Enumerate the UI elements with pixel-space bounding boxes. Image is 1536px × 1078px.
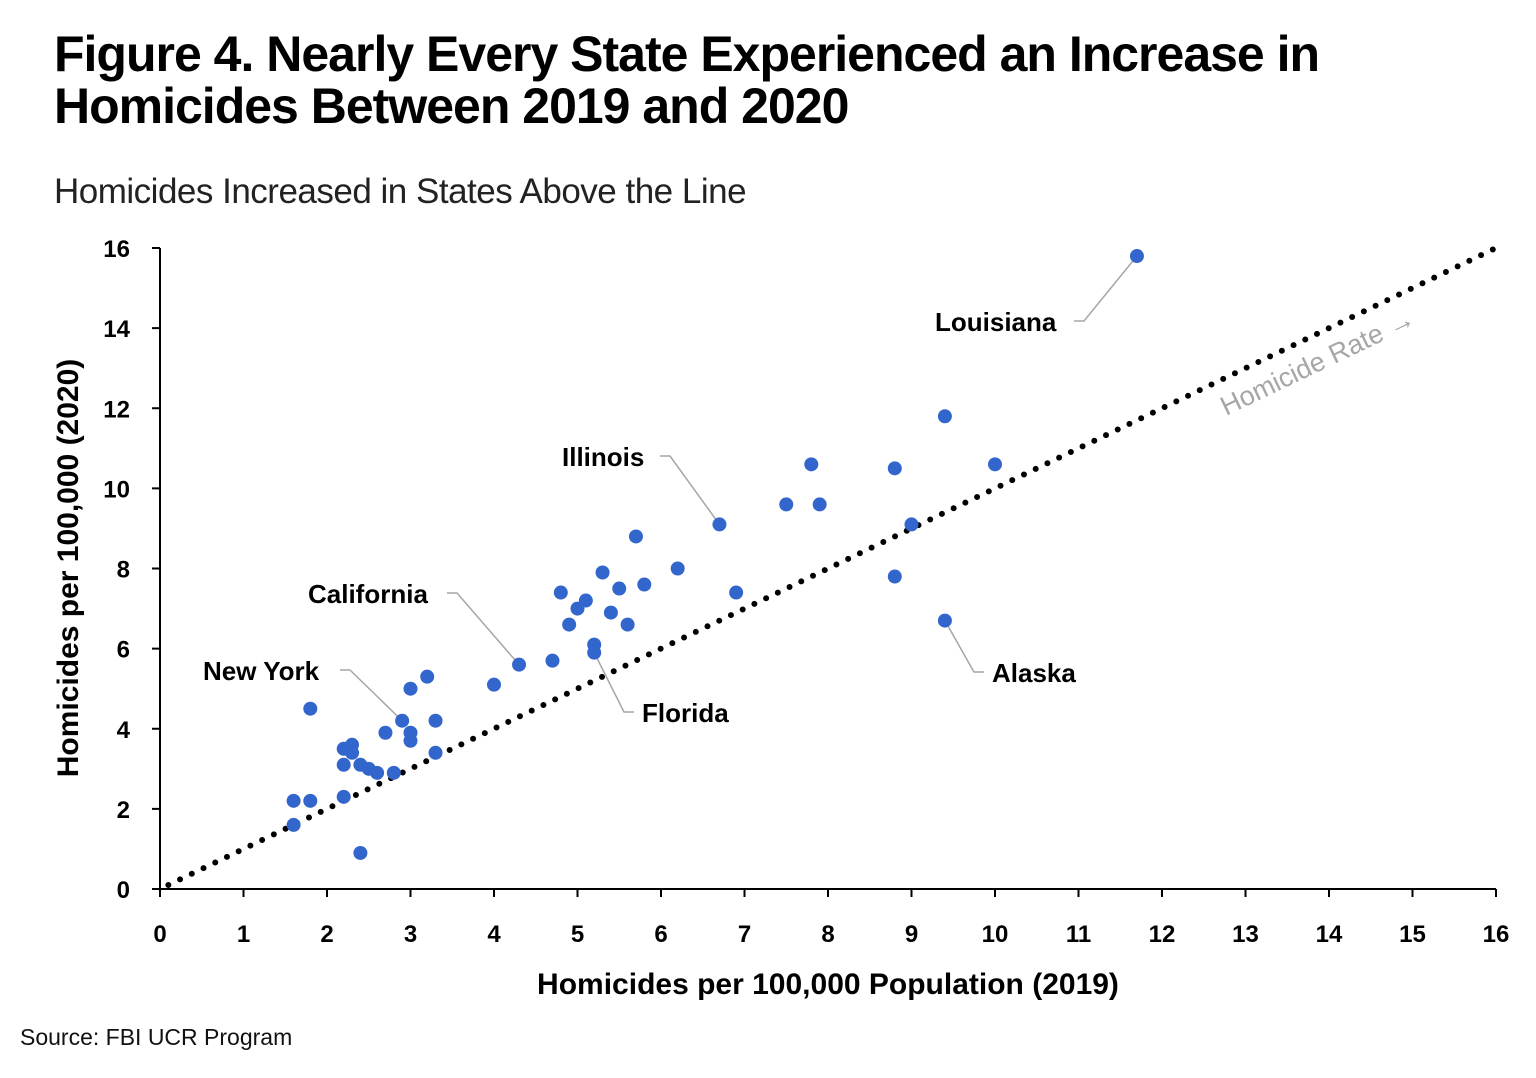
y-tick-label: 6 [117, 637, 130, 664]
reference-line [165, 245, 1499, 888]
data-point [937, 409, 952, 424]
y-tick-label: 0 [117, 877, 130, 904]
annotation-leader [1074, 255, 1138, 322]
chart-subtitle: Homicides Increased in States Above the … [54, 172, 747, 211]
annotation-leader [340, 669, 403, 722]
data-point [603, 605, 618, 620]
x-tick-label: 8 [821, 921, 834, 948]
data-point [670, 561, 685, 576]
data-point [395, 713, 410, 728]
annotation-label: New York [203, 656, 320, 686]
data-point [487, 677, 501, 692]
data-point [637, 577, 652, 592]
x-tick-label: 14 [1316, 921, 1343, 948]
data-point [286, 793, 301, 808]
data-point [428, 745, 443, 760]
y-tick-label: 10 [103, 476, 130, 503]
data-point [512, 657, 527, 672]
annotation-label: Louisiana [935, 307, 1057, 337]
data-point [812, 497, 827, 512]
x-tick-label: 12 [1149, 921, 1176, 948]
annotation-label: Illinois [562, 442, 644, 472]
data-point [988, 457, 1002, 472]
data-point [545, 653, 560, 668]
x-tick-label: 2 [320, 921, 333, 948]
data-point [578, 593, 593, 608]
data-point [553, 585, 568, 600]
x-tick-label: 9 [905, 921, 918, 948]
x-tick-label: 4 [487, 921, 501, 948]
x-tick-label: 15 [1399, 921, 1426, 948]
data-point [286, 817, 301, 832]
data-point [345, 745, 360, 760]
data-point [420, 669, 435, 684]
annotation-label: California [308, 579, 428, 609]
data-point [303, 793, 318, 808]
data-point [712, 517, 727, 532]
y-tick-label: 2 [117, 797, 130, 824]
x-tick-label: 13 [1232, 921, 1259, 948]
x-tick-label: 5 [571, 921, 584, 948]
data-point [378, 725, 393, 740]
data-point [303, 701, 318, 716]
annotation-leaders [340, 255, 1138, 722]
source-note: Source: FBI UCR Program [20, 1024, 293, 1050]
data-point [562, 617, 577, 632]
data-point [336, 757, 351, 772]
annotation-leader [944, 620, 984, 673]
data-point [336, 789, 351, 804]
data-points [286, 249, 1144, 860]
data-point [612, 581, 627, 596]
data-point [904, 517, 919, 532]
y-tick-label: 4 [117, 717, 131, 744]
y-tick-label: 12 [103, 396, 130, 423]
annotation-label: Alaska [992, 658, 1076, 688]
data-point [370, 765, 385, 780]
reference-line-label: Homicide Rate → [1216, 303, 1420, 421]
x-tick-label: 7 [738, 921, 751, 948]
data-point [587, 645, 602, 660]
x-tick-label: 11 [1066, 921, 1091, 948]
x-tick-label: 16 [1483, 921, 1510, 948]
x-tick-label: 0 [153, 921, 166, 948]
x-tick-label: 1 [237, 921, 250, 948]
y-tick-label: 16 [103, 236, 130, 263]
annotation-leader [447, 592, 520, 666]
data-point [386, 765, 401, 780]
annotation-leader [593, 652, 634, 713]
data-point [595, 565, 610, 580]
data-point [403, 681, 418, 696]
annotation-label: Florida [642, 698, 729, 728]
data-point [779, 497, 794, 512]
x-tick-label: 10 [982, 921, 1009, 948]
data-point [353, 845, 368, 860]
reference-line-dots [165, 245, 1499, 888]
data-point [403, 733, 418, 748]
data-point [937, 613, 952, 628]
data-point [887, 461, 902, 476]
data-point [1129, 249, 1144, 264]
data-point [729, 585, 744, 600]
x-tick-label: 6 [654, 921, 667, 948]
data-point [620, 617, 635, 632]
chart-title: Figure 4. Nearly Every State Experienced… [54, 26, 1320, 134]
y-tick-label: 8 [117, 557, 130, 584]
data-point [804, 457, 819, 472]
annotation-labels: Louisiana Illinois California New York Flori… [203, 307, 1076, 728]
data-point [428, 713, 443, 728]
annotation-leader [660, 455, 721, 525]
y-axis-label: Homicides per 100,000 (2020) [52, 359, 85, 778]
data-point [887, 569, 902, 584]
x-tick-label: 3 [404, 921, 417, 948]
data-point [628, 529, 643, 544]
y-tick-label: 14 [103, 316, 130, 343]
x-axis-label: Homicides per 100,000 Population (2019) [537, 968, 1119, 1001]
